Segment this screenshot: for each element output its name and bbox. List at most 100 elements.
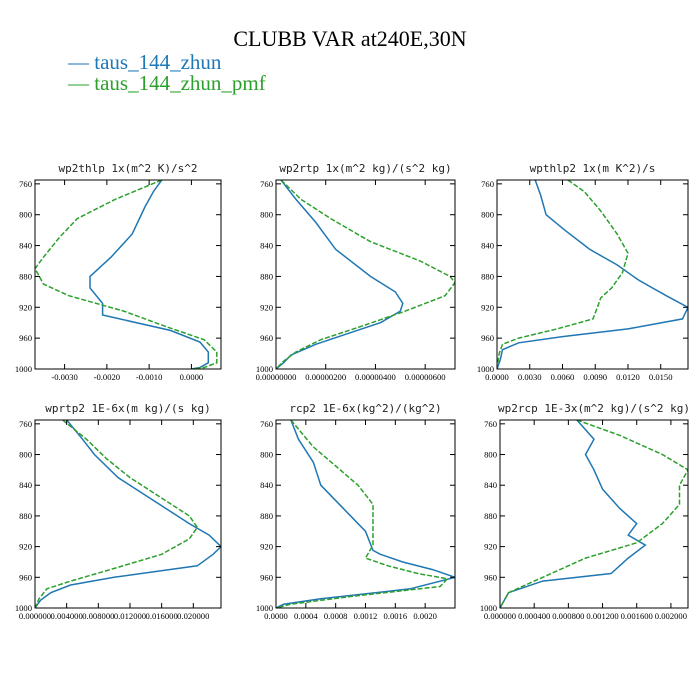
y-tick-label: 960 bbox=[481, 333, 494, 343]
y-tick-label: 880 bbox=[484, 511, 497, 521]
x-tick-label: 0.000800 bbox=[552, 611, 584, 621]
x-tick-label: -0.0030 bbox=[51, 372, 78, 382]
y-tick-label: 1000 bbox=[256, 603, 273, 613]
y-tick-label: 840 bbox=[260, 241, 273, 251]
plot-frame bbox=[34, 419, 222, 609]
y-tick-label: 760 bbox=[260, 179, 273, 189]
y-tick-label: 880 bbox=[19, 511, 32, 521]
y-tick-label: 840 bbox=[481, 241, 494, 251]
x-tick-label: 0.0016 bbox=[384, 611, 408, 621]
subplot-5: rcp2 1E-6x(kg^2)/(kg^2) 760 800 840 880 920 96… bbox=[256, 402, 456, 621]
y-tick-label: 760 bbox=[484, 419, 497, 429]
subplot-6: wp2rcp 1E-3x(m^2 kg)/(s^2 kg)760 800 840 88… bbox=[480, 402, 690, 621]
y-tick-label: 960 bbox=[260, 572, 273, 582]
series-line-zhun-pmf bbox=[276, 420, 450, 608]
x-tick-label: -0.0020 bbox=[94, 372, 121, 382]
subplot-2: wp2rtp 1x(m^2 kg)/(s^2 kg) 760 800 840 880 92… bbox=[256, 162, 456, 382]
y-tick-label: 760 bbox=[19, 419, 32, 429]
y-tick-label: 880 bbox=[481, 271, 494, 281]
x-tick-label: 0.00000200 bbox=[305, 372, 346, 382]
x-tick-label: 0.0000 bbox=[180, 372, 204, 382]
subplot-title: rcp2 1E-6x(kg^2)/(kg^2) bbox=[289, 402, 441, 415]
y-tick-label: 920 bbox=[484, 542, 497, 552]
series-line-zhun bbox=[276, 420, 455, 608]
x-tick-label: 0.0090 bbox=[583, 372, 607, 382]
y-tick-label: 920 bbox=[260, 542, 273, 552]
x-tick-label: 0.000400 bbox=[518, 611, 550, 621]
subplot-title: wp2rcp 1E-3x(m^2 kg)/(s^2 kg) bbox=[498, 402, 690, 415]
x-tick-label: 0.0150 bbox=[649, 372, 673, 382]
y-tick-label: 840 bbox=[19, 241, 32, 251]
x-tick-label: 0.0030 bbox=[518, 372, 542, 382]
subplot-4: wprtp2 1E-6x(m kg)/(s kg) 760 800 840 880 920… bbox=[15, 402, 222, 621]
x-tick-label: 0.004000 bbox=[51, 611, 83, 621]
y-tick-label: 960 bbox=[260, 333, 273, 343]
legend-entry-zhun-pmf: — taus_144_zhun_pmf bbox=[68, 71, 266, 95]
y-tick-label: 960 bbox=[19, 333, 32, 343]
y-tick-label: 760 bbox=[481, 179, 494, 189]
y-tick-label: 880 bbox=[260, 511, 273, 521]
y-tick-label: 800 bbox=[19, 450, 32, 460]
y-tick-label: 800 bbox=[484, 450, 497, 460]
x-tick-label: 0.00000400 bbox=[355, 372, 396, 382]
subplot-3: wpthlp2 1x(m K^2)/s 760 800 840 880 920 960 100… bbox=[477, 162, 689, 382]
subplot-title: wp2thlp 1x(m^2 K)/s^2 bbox=[58, 162, 197, 175]
x-tick-label: 0.016000 bbox=[146, 611, 178, 621]
plot-frame bbox=[275, 179, 456, 370]
y-tick-label: 800 bbox=[260, 210, 273, 220]
y-tick-label: 920 bbox=[481, 302, 494, 312]
x-tick-label: 0.001200 bbox=[586, 611, 618, 621]
y-tick-label: 1000 bbox=[480, 603, 497, 613]
x-tick-label: 0.0020 bbox=[413, 611, 437, 621]
y-tick-label: 920 bbox=[260, 302, 273, 312]
plot-frame bbox=[496, 179, 689, 370]
y-tick-label: 1000 bbox=[256, 364, 273, 374]
x-tick-label: 0.0120 bbox=[616, 372, 640, 382]
x-tick-label: 0.0000 bbox=[264, 611, 288, 621]
x-tick-label: 0.00000600 bbox=[405, 372, 446, 382]
x-tick-label: 0.0008 bbox=[324, 611, 348, 621]
series-line-zhun-pmf bbox=[35, 420, 199, 608]
plot-frame bbox=[499, 419, 689, 609]
y-tick-label: 840 bbox=[260, 480, 273, 490]
x-tick-label: 0.001600 bbox=[621, 611, 653, 621]
subplot-title: wprtp2 1E-6x(m kg)/(s kg) bbox=[45, 402, 211, 415]
plot-frame bbox=[34, 179, 222, 370]
series-line-zhun bbox=[89, 180, 210, 369]
series-line-zhun-pmf bbox=[497, 180, 629, 369]
y-tick-label: 960 bbox=[484, 572, 497, 582]
y-tick-label: 840 bbox=[484, 480, 497, 490]
y-tick-label: 800 bbox=[19, 210, 32, 220]
subplot-title: wp2rtp 1x(m^2 kg)/(s^2 kg) bbox=[279, 162, 451, 175]
y-tick-label: 800 bbox=[481, 210, 494, 220]
y-tick-label: 800 bbox=[260, 450, 273, 460]
series-line-zhun bbox=[497, 180, 688, 369]
y-tick-label: 1000 bbox=[15, 364, 32, 374]
x-tick-label: 0.0004 bbox=[294, 611, 318, 621]
plot-frame bbox=[275, 419, 456, 609]
y-tick-label: 880 bbox=[19, 271, 32, 281]
x-tick-label: 0.002000 bbox=[655, 611, 687, 621]
y-tick-label: 920 bbox=[19, 542, 32, 552]
series-line-zhun-pmf bbox=[276, 180, 455, 369]
y-tick-label: 760 bbox=[19, 179, 32, 189]
x-tick-label: -0.0010 bbox=[136, 372, 163, 382]
legend-entry-zhun: — taus_144_zhun bbox=[68, 50, 222, 74]
y-tick-label: 840 bbox=[19, 480, 32, 490]
x-tick-label: 0.020000 bbox=[177, 611, 209, 621]
series-line-zhun bbox=[35, 420, 221, 608]
y-tick-label: 920 bbox=[19, 302, 32, 312]
figure-title: CLUBB VAR at240E,30N bbox=[233, 26, 467, 51]
x-tick-label: 0.000000 bbox=[484, 611, 516, 621]
y-tick-label: 960 bbox=[19, 572, 32, 582]
x-tick-label: 0.000000 bbox=[19, 611, 51, 621]
x-tick-label: 0.0012 bbox=[354, 611, 378, 621]
subplot-title: wpthlp2 1x(m K^2)/s bbox=[530, 162, 656, 175]
x-tick-label: 0.0060 bbox=[551, 372, 575, 382]
x-tick-label: 0.0000 bbox=[485, 372, 509, 382]
series-line-zhun-pmf bbox=[500, 420, 688, 608]
series-line-zhun bbox=[500, 420, 647, 608]
x-tick-label: 0.008000 bbox=[82, 611, 114, 621]
y-tick-label: 1000 bbox=[477, 364, 494, 374]
